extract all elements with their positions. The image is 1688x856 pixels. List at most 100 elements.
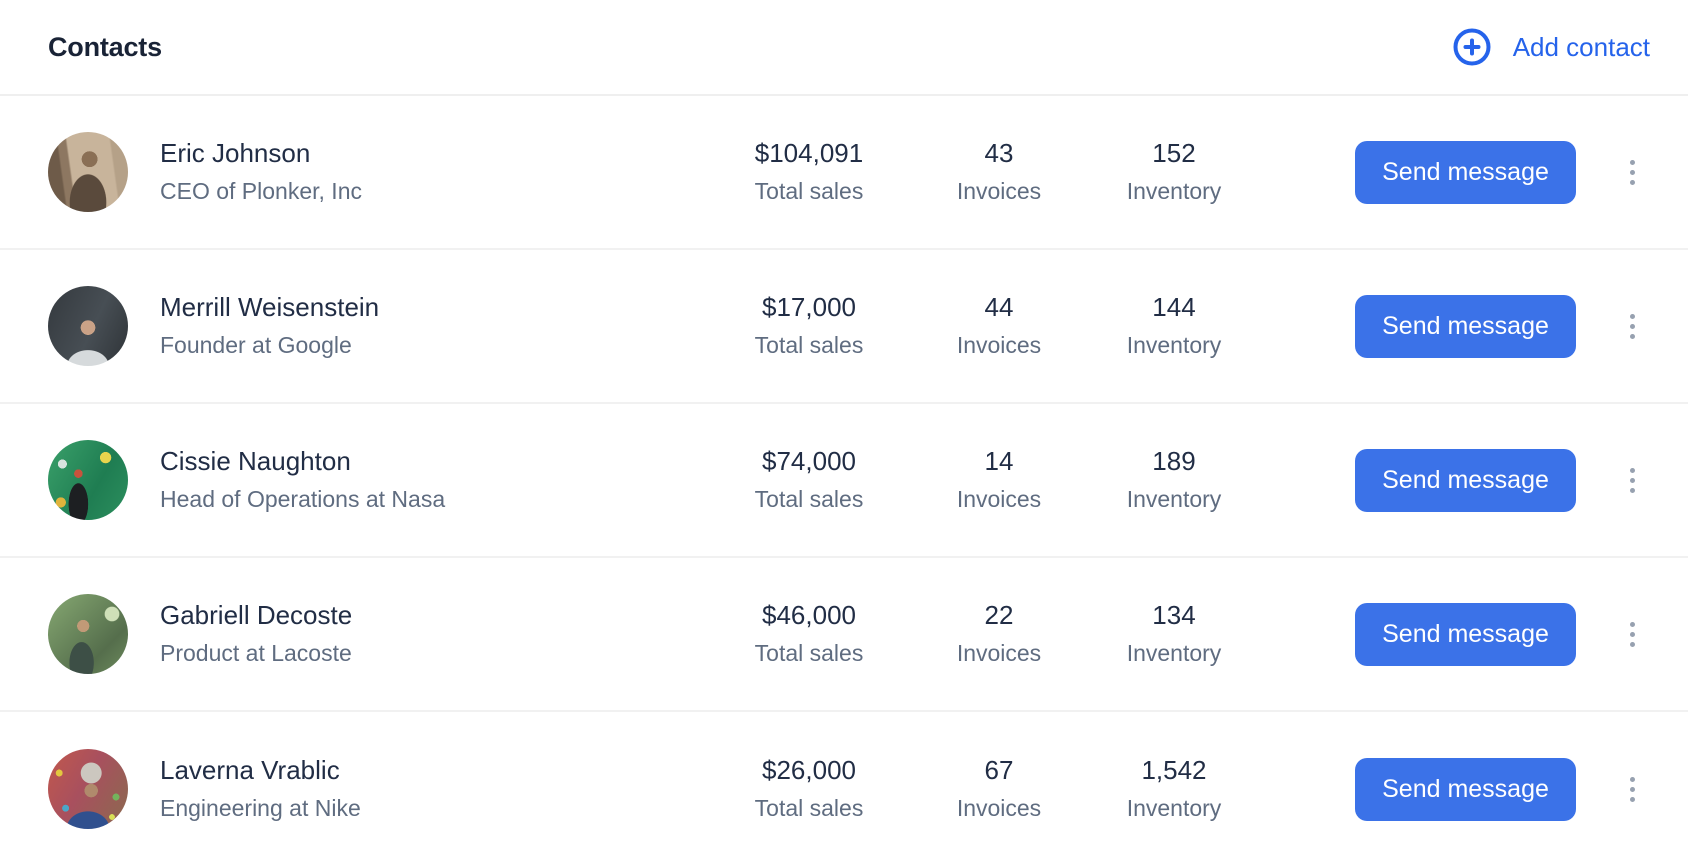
kebab-dot <box>1629 631 1635 637</box>
contact-info: Eric Johnson CEO of Plonker, Inc <box>160 134 699 210</box>
avatar <box>48 286 128 366</box>
stat-invoices: 44 Invoices <box>919 288 1079 364</box>
stat-invoices: 14 Invoices <box>919 442 1079 518</box>
kebab-dot <box>1629 323 1635 329</box>
contact-row: Merrill Weisenstein Founder at Google $1… <box>0 250 1688 404</box>
inventory-value: 189 <box>1152 446 1196 476</box>
kebab-dot <box>1629 776 1635 782</box>
send-message-button[interactable]: Send message <box>1355 602 1576 666</box>
inventory-label: Inventory <box>1126 640 1222 666</box>
kebab-menu-button[interactable] <box>1612 141 1652 204</box>
kebab-menu-button[interactable] <box>1612 449 1652 512</box>
kebab-dot <box>1629 159 1635 165</box>
contact-name: Eric Johnson <box>160 138 311 168</box>
contact-row: Laverna Vrablic Engineering at Nike $26,… <box>0 712 1688 856</box>
stat-total-sales: $74,000 Total sales <box>699 442 919 518</box>
avatar <box>48 440 128 520</box>
send-message-button[interactable]: Send message <box>1355 140 1576 204</box>
kebab-dot <box>1629 641 1635 647</box>
stat-total-sales: $17,000 Total sales <box>699 288 919 364</box>
contact-title: Product at Lacoste <box>160 640 352 666</box>
stat-total-sales: $26,000 Total sales <box>699 751 919 827</box>
stat-invoices: 43 Invoices <box>919 134 1079 210</box>
kebab-menu-button[interactable] <box>1612 603 1652 666</box>
contact-row: Eric Johnson CEO of Plonker, Inc $104,09… <box>0 96 1688 250</box>
invoices-value: 44 <box>984 292 1014 322</box>
total-sales-value: $46,000 <box>762 600 856 630</box>
total-sales-label: Total sales <box>754 795 864 821</box>
total-sales-value: $17,000 <box>762 292 856 322</box>
invoices-label: Invoices <box>956 795 1042 821</box>
inventory-value: 152 <box>1152 138 1196 168</box>
contact-info: Cissie Naughton Head of Operations at Na… <box>160 442 699 518</box>
total-sales-label: Total sales <box>754 332 864 358</box>
inventory-label: Inventory <box>1126 486 1222 512</box>
total-sales-value: $104,091 <box>754 138 864 168</box>
invoices-label: Invoices <box>956 486 1042 512</box>
page-title: Contacts <box>48 31 162 62</box>
total-sales-value: $26,000 <box>762 755 856 785</box>
stat-inventory: 152 Inventory <box>1079 134 1269 210</box>
contact-name: Merrill Weisenstein <box>160 292 380 322</box>
inventory-label: Inventory <box>1126 332 1222 358</box>
avatar <box>48 594 128 674</box>
inventory-value: 1,542 <box>1141 755 1207 785</box>
inventory-label: Inventory <box>1126 178 1222 204</box>
header: Contacts Add contact <box>0 0 1688 96</box>
invoices-label: Invoices <box>956 178 1042 204</box>
stat-total-sales: $104,091 Total sales <box>699 134 919 210</box>
kebab-menu-button[interactable] <box>1612 295 1652 358</box>
avatar <box>48 749 128 829</box>
invoices-value: 14 <box>984 446 1014 476</box>
contact-title: Engineering at Nike <box>160 795 361 821</box>
contact-title: CEO of Plonker, Inc <box>160 178 362 204</box>
stat-inventory: 134 Inventory <box>1079 596 1269 672</box>
avatar <box>48 132 128 212</box>
kebab-dot <box>1629 487 1635 493</box>
contact-row: Cissie Naughton Head of Operations at Na… <box>0 404 1688 558</box>
contact-info: Gabriell Decoste Product at Lacoste <box>160 596 699 672</box>
kebab-dot <box>1629 333 1635 339</box>
contact-name: Laverna Vrablic <box>160 755 340 785</box>
kebab-menu-button[interactable] <box>1612 758 1652 821</box>
add-contact-button[interactable]: Add contact <box>1451 24 1652 70</box>
kebab-dot <box>1629 621 1635 627</box>
contact-title: Founder at Google <box>160 332 352 358</box>
contact-name: Gabriell Decoste <box>160 600 353 630</box>
invoices-value: 22 <box>984 600 1014 630</box>
stat-inventory: 1,542 Inventory <box>1079 751 1269 827</box>
plus-circle-icon <box>1453 28 1491 66</box>
contact-title: Head of Operations at Nasa <box>160 486 446 512</box>
kebab-dot <box>1629 169 1635 175</box>
total-sales-value: $74,000 <box>762 446 856 476</box>
send-message-button[interactable]: Send message <box>1355 294 1576 358</box>
stat-invoices: 22 Invoices <box>919 596 1079 672</box>
invoices-label: Invoices <box>956 332 1042 358</box>
contact-row: Gabriell Decoste Product at Lacoste $46,… <box>0 558 1688 712</box>
contact-info: Laverna Vrablic Engineering at Nike <box>160 751 699 827</box>
total-sales-label: Total sales <box>754 640 864 666</box>
kebab-dot <box>1629 786 1635 792</box>
kebab-dot <box>1629 179 1635 185</box>
kebab-dot <box>1629 796 1635 802</box>
send-message-button[interactable]: Send message <box>1355 448 1576 512</box>
stat-inventory: 189 Inventory <box>1079 442 1269 518</box>
kebab-dot <box>1629 467 1635 473</box>
invoices-label: Invoices <box>956 640 1042 666</box>
contact-info: Merrill Weisenstein Founder at Google <box>160 288 699 364</box>
inventory-value: 134 <box>1152 600 1196 630</box>
invoices-value: 67 <box>984 755 1014 785</box>
inventory-label: Inventory <box>1126 795 1222 821</box>
inventory-value: 144 <box>1152 292 1196 322</box>
kebab-dot <box>1629 477 1635 483</box>
total-sales-label: Total sales <box>754 486 864 512</box>
stat-inventory: 144 Inventory <box>1079 288 1269 364</box>
kebab-dot <box>1629 313 1635 319</box>
total-sales-label: Total sales <box>754 178 864 204</box>
invoices-value: 43 <box>984 138 1014 168</box>
contact-name: Cissie Naughton <box>160 446 351 476</box>
contact-list: Eric Johnson CEO of Plonker, Inc $104,09… <box>0 96 1688 856</box>
send-message-button[interactable]: Send message <box>1355 757 1576 821</box>
add-contact-label: Add contact <box>1512 31 1650 62</box>
